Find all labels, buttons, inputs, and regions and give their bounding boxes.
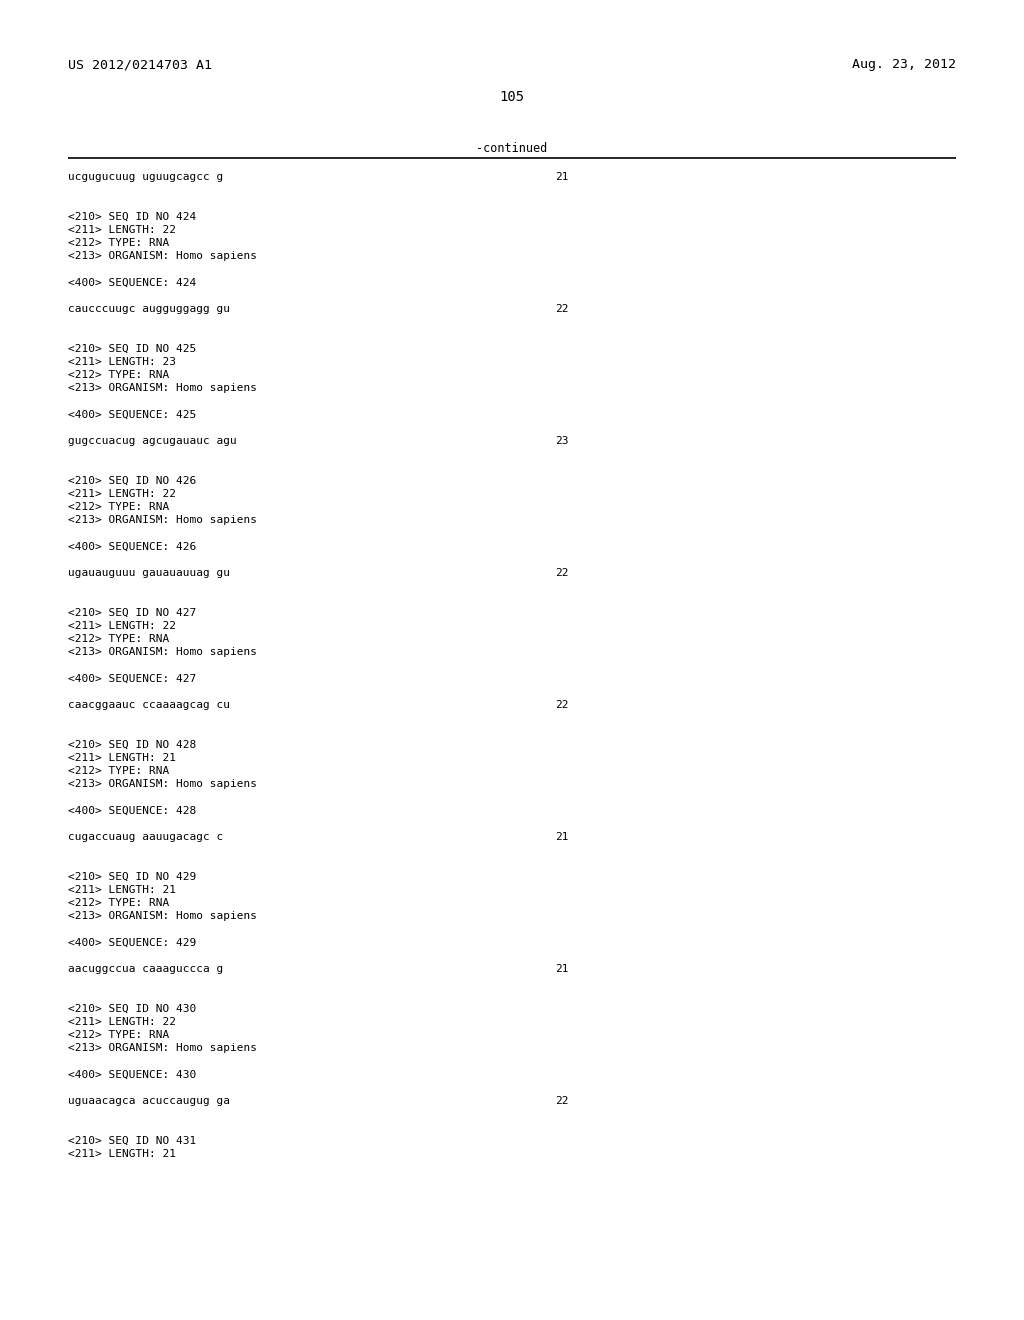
Text: ucgugucuug uguugcagcc g: ucgugucuug uguugcagcc g	[68, 172, 223, 182]
Text: <400> SEQUENCE: 428: <400> SEQUENCE: 428	[68, 805, 197, 816]
Text: <212> TYPE: RNA: <212> TYPE: RNA	[68, 898, 169, 908]
Text: <211> LENGTH: 22: <211> LENGTH: 22	[68, 620, 176, 631]
Text: <210> SEQ ID NO 429: <210> SEQ ID NO 429	[68, 871, 197, 882]
Text: <212> TYPE: RNA: <212> TYPE: RNA	[68, 502, 169, 512]
Text: <210> SEQ ID NO 425: <210> SEQ ID NO 425	[68, 343, 197, 354]
Text: <213> ORGANISM: Homo sapiens: <213> ORGANISM: Homo sapiens	[68, 911, 257, 921]
Text: -continued: -continued	[476, 143, 548, 154]
Text: <212> TYPE: RNA: <212> TYPE: RNA	[68, 1030, 169, 1040]
Text: 22: 22	[555, 1096, 568, 1106]
Text: <210> SEQ ID NO 424: <210> SEQ ID NO 424	[68, 211, 197, 222]
Text: uguaacagca acuccaugug ga: uguaacagca acuccaugug ga	[68, 1096, 230, 1106]
Text: US 2012/0214703 A1: US 2012/0214703 A1	[68, 58, 212, 71]
Text: <213> ORGANISM: Homo sapiens: <213> ORGANISM: Homo sapiens	[68, 251, 257, 261]
Text: <211> LENGTH: 21: <211> LENGTH: 21	[68, 884, 176, 895]
Text: <211> LENGTH: 21: <211> LENGTH: 21	[68, 1148, 176, 1159]
Text: 22: 22	[555, 700, 568, 710]
Text: <400> SEQUENCE: 425: <400> SEQUENCE: 425	[68, 409, 197, 420]
Text: <212> TYPE: RNA: <212> TYPE: RNA	[68, 766, 169, 776]
Text: cugaccuaug aauugacagc c: cugaccuaug aauugacagc c	[68, 832, 223, 842]
Text: 21: 21	[555, 172, 568, 182]
Text: <211> LENGTH: 22: <211> LENGTH: 22	[68, 224, 176, 235]
Text: 21: 21	[555, 964, 568, 974]
Text: <210> SEQ ID NO 430: <210> SEQ ID NO 430	[68, 1003, 197, 1014]
Text: <210> SEQ ID NO 426: <210> SEQ ID NO 426	[68, 475, 197, 486]
Text: <211> LENGTH: 21: <211> LENGTH: 21	[68, 752, 176, 763]
Text: caucccuugc augguggagg gu: caucccuugc augguggagg gu	[68, 304, 230, 314]
Text: <213> ORGANISM: Homo sapiens: <213> ORGANISM: Homo sapiens	[68, 515, 257, 525]
Text: <211> LENGTH: 23: <211> LENGTH: 23	[68, 356, 176, 367]
Text: 21: 21	[555, 832, 568, 842]
Text: 22: 22	[555, 568, 568, 578]
Text: ugauauguuu gauauauuag gu: ugauauguuu gauauauuag gu	[68, 568, 230, 578]
Text: Aug. 23, 2012: Aug. 23, 2012	[852, 58, 956, 71]
Text: <213> ORGANISM: Homo sapiens: <213> ORGANISM: Homo sapiens	[68, 647, 257, 657]
Text: 22: 22	[555, 304, 568, 314]
Text: <400> SEQUENCE: 429: <400> SEQUENCE: 429	[68, 937, 197, 948]
Text: <210> SEQ ID NO 431: <210> SEQ ID NO 431	[68, 1135, 197, 1146]
Text: <400> SEQUENCE: 430: <400> SEQUENCE: 430	[68, 1069, 197, 1080]
Text: <213> ORGANISM: Homo sapiens: <213> ORGANISM: Homo sapiens	[68, 383, 257, 393]
Text: <212> TYPE: RNA: <212> TYPE: RNA	[68, 370, 169, 380]
Text: <210> SEQ ID NO 428: <210> SEQ ID NO 428	[68, 739, 197, 750]
Text: <211> LENGTH: 22: <211> LENGTH: 22	[68, 488, 176, 499]
Text: <212> TYPE: RNA: <212> TYPE: RNA	[68, 634, 169, 644]
Text: aacuggccua caaaguccca g: aacuggccua caaaguccca g	[68, 964, 223, 974]
Text: <400> SEQUENCE: 424: <400> SEQUENCE: 424	[68, 277, 197, 288]
Text: <213> ORGANISM: Homo sapiens: <213> ORGANISM: Homo sapiens	[68, 1043, 257, 1053]
Text: <212> TYPE: RNA: <212> TYPE: RNA	[68, 238, 169, 248]
Text: caacggaauc ccaaaagcag cu: caacggaauc ccaaaagcag cu	[68, 700, 230, 710]
Text: 23: 23	[555, 436, 568, 446]
Text: <213> ORGANISM: Homo sapiens: <213> ORGANISM: Homo sapiens	[68, 779, 257, 789]
Text: <211> LENGTH: 22: <211> LENGTH: 22	[68, 1016, 176, 1027]
Text: <210> SEQ ID NO 427: <210> SEQ ID NO 427	[68, 607, 197, 618]
Text: 105: 105	[500, 90, 524, 104]
Text: gugccuacug agcugauauc agu: gugccuacug agcugauauc agu	[68, 436, 237, 446]
Text: <400> SEQUENCE: 427: <400> SEQUENCE: 427	[68, 673, 197, 684]
Text: <400> SEQUENCE: 426: <400> SEQUENCE: 426	[68, 541, 197, 552]
